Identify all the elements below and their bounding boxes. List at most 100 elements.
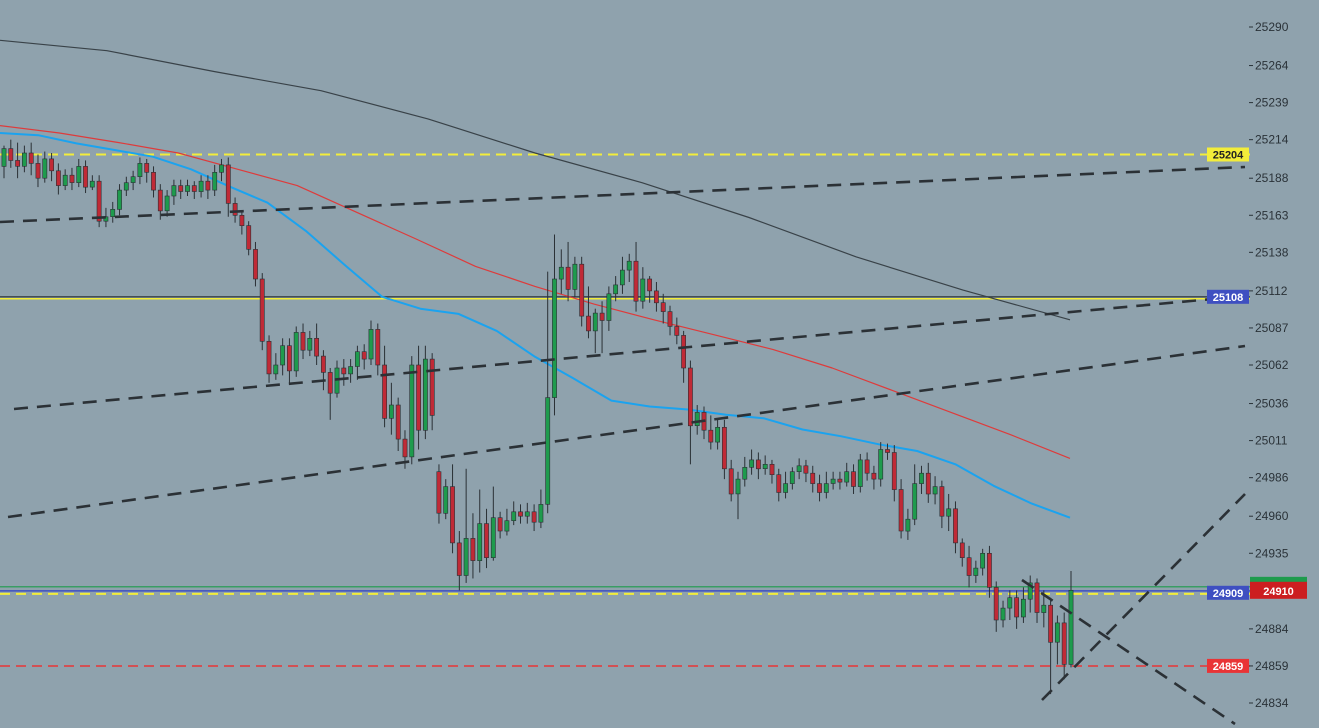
candle-body (986, 552, 992, 588)
price-axis: 25290 25264 25239 25214 25188 25163 25138 25112… (1249, 20, 1289, 710)
candle-body (762, 463, 768, 469)
candle-body (49, 158, 54, 172)
candle-body (667, 311, 673, 327)
candle-body (1014, 597, 1019, 618)
ma-line-black (0, 39, 1071, 321)
candle-body (932, 486, 938, 495)
candle-body (497, 517, 503, 532)
candle-body (307, 337, 313, 351)
candle-body (830, 478, 836, 484)
candle-body (817, 483, 822, 493)
candle-body (749, 459, 754, 468)
candle-body (212, 172, 218, 191)
price-badge-bg (1207, 658, 1249, 673)
candle-body (1055, 622, 1060, 643)
trend-line (0, 165, 1246, 224)
y-tick-label: 25188 (1255, 171, 1289, 185)
candle-body (518, 511, 523, 517)
candle-body (286, 345, 292, 372)
candle-body (504, 520, 510, 532)
candle-body (157, 189, 163, 212)
candle-body (973, 567, 979, 576)
candle-body (443, 486, 449, 514)
candle-body (368, 329, 374, 360)
candle-body (851, 471, 856, 487)
price-badge-green-strip (1250, 576, 1307, 585)
candle-body (375, 329, 381, 366)
candle-body (524, 511, 530, 517)
price-badge-bg (1250, 581, 1307, 599)
candle-body (919, 472, 924, 484)
candle-body (728, 468, 734, 495)
candle-body (592, 312, 598, 332)
candle-body (694, 412, 700, 426)
candle-body (232, 203, 238, 216)
candle-body (715, 426, 720, 443)
price-badge-label: 25108 (1213, 292, 1244, 304)
candle-body (191, 185, 197, 192)
candle-body (253, 249, 258, 280)
y-tick-label: 25163 (1255, 208, 1289, 222)
candle-body (69, 174, 75, 183)
price-badge-label: 24910 (1263, 586, 1294, 598)
y-tick-label: 25239 (1255, 96, 1289, 110)
price-badge-bg (1207, 147, 1249, 162)
candle-body (1000, 607, 1006, 621)
candle-body (429, 358, 435, 416)
candle-body (810, 472, 816, 484)
candle-body (912, 483, 918, 520)
candle-body (599, 312, 605, 321)
candle-body (96, 180, 102, 222)
candle-body (239, 215, 245, 227)
candle-body (266, 340, 272, 375)
candle-body (531, 511, 537, 523)
y-tick-label: 25011 (1255, 434, 1288, 448)
candle-body (755, 459, 761, 470)
candle-body (62, 174, 68, 186)
candle-body (395, 404, 401, 440)
candle-body (647, 278, 652, 292)
candle-body (477, 523, 483, 561)
candle-body (470, 538, 476, 561)
candle-body (35, 163, 41, 179)
candle-body (21, 152, 27, 167)
candle-body (388, 404, 394, 419)
candle-body (300, 332, 306, 351)
candle-body (565, 266, 571, 290)
candle-body (409, 364, 415, 458)
price-badge-label: 24859 (1213, 661, 1244, 673)
candle-body (674, 326, 680, 336)
candle-body (83, 166, 88, 188)
candle-body (273, 364, 279, 375)
y-tick-label: 25087 (1255, 321, 1289, 335)
candle-body (55, 170, 61, 186)
candle-body (110, 209, 116, 218)
candle-body (1020, 598, 1026, 618)
candle-body (117, 189, 122, 210)
candle-body (246, 225, 252, 250)
y-tick-label: 25036 (1255, 397, 1289, 411)
candle-body (205, 180, 211, 191)
candle-body (864, 459, 870, 474)
candle-body (1007, 597, 1013, 609)
candle-body (993, 587, 999, 621)
candle-body (619, 269, 625, 286)
candle-body (1068, 589, 1074, 665)
candle-body (361, 351, 367, 360)
candle-body (925, 472, 931, 495)
candle-body (857, 459, 863, 487)
candle-body (198, 180, 204, 192)
candle-body (151, 172, 156, 191)
candle-body (789, 471, 795, 484)
candle-body (878, 449, 884, 480)
candle-body (382, 364, 387, 419)
candle-body (891, 452, 897, 490)
candle-body (558, 266, 564, 280)
candle-body (89, 180, 95, 188)
candle-body (803, 465, 809, 474)
candle-body (1027, 582, 1033, 600)
trend-line (1021, 578, 1236, 726)
